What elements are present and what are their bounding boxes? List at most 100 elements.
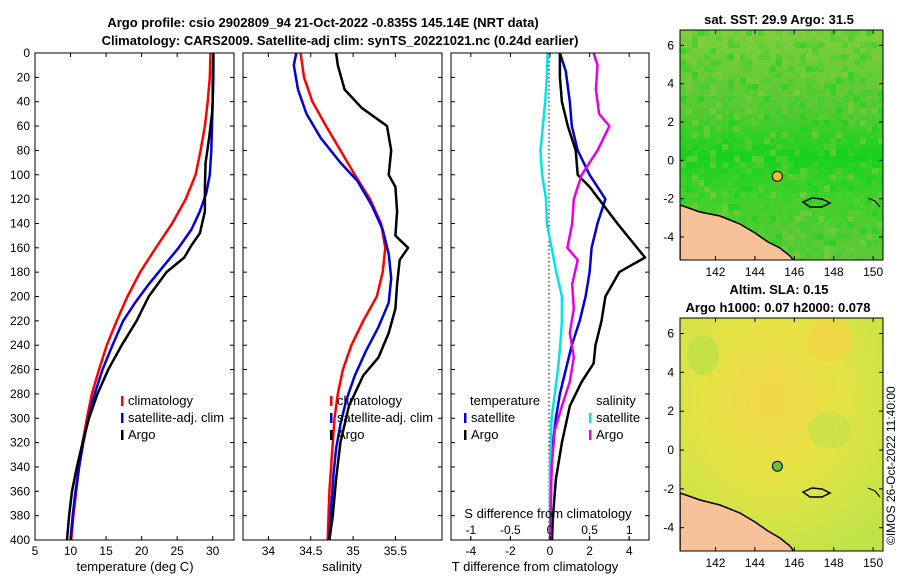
sst-pixel	[686, 150, 692, 156]
sst-pixel	[680, 72, 686, 78]
map-x-tick-label: 144	[745, 265, 765, 279]
sla-tick-group: 142 144 146 148 150 -4 -2 0 2 4 6	[663, 318, 883, 570]
sst-pixel	[692, 42, 698, 48]
sst-pixel	[830, 72, 836, 78]
sst-pixel	[812, 42, 818, 48]
sst-pixel	[776, 60, 782, 66]
sst-pixel	[812, 90, 818, 96]
sst-pixel	[788, 174, 794, 180]
sst-pixel	[872, 72, 878, 78]
sst-pixel	[680, 162, 686, 168]
sst-pixel	[698, 60, 704, 66]
sst-pixel	[818, 216, 824, 222]
sst-pixel	[728, 120, 734, 126]
sst-pixel	[722, 102, 728, 108]
sst-pixel	[788, 216, 794, 222]
sla-coastline-small	[867, 487, 881, 498]
sst-pixel	[692, 132, 698, 138]
sst-pixel	[722, 204, 728, 210]
sst-pixel	[860, 162, 866, 168]
sst-pixel	[800, 222, 806, 228]
map-x-tick-label: 146	[784, 556, 804, 570]
sst-pixel	[794, 180, 800, 186]
sst-pixel	[854, 114, 860, 120]
sst-pixel	[794, 174, 800, 180]
sst-pixel	[842, 78, 848, 84]
sst-pixel	[830, 258, 836, 260]
sst-pixel	[728, 96, 734, 102]
sst-pixel	[734, 54, 740, 60]
sst-pixel	[818, 66, 824, 72]
sst-pixel	[872, 126, 878, 132]
sst-pixel	[764, 54, 770, 60]
sst-pixel	[734, 114, 740, 120]
sst-pixel	[680, 180, 686, 186]
sst-pixel	[740, 192, 746, 198]
y-tick-label: 400	[10, 533, 30, 547]
sst-pixel	[740, 60, 746, 66]
sst-pixel	[794, 204, 800, 210]
sst-pixel	[764, 138, 770, 144]
sst-pixel	[812, 252, 818, 258]
sst-pixel	[800, 240, 806, 246]
sst-pixel	[782, 42, 788, 48]
sst-pixel	[698, 168, 704, 174]
sst-pixel	[734, 72, 740, 78]
sst-pixel	[818, 108, 824, 114]
difference-xlabel-top: S difference from climatology	[464, 506, 632, 521]
legend-swatch-s-satellite	[589, 413, 592, 423]
sst-pixel	[722, 126, 728, 132]
sst-pixel	[776, 240, 782, 246]
temperature-tick-group: 0 20 40 60 80 100 120 140 160 180 200 220 240 260 280 3…	[10, 46, 234, 558]
sst-pixel	[776, 168, 782, 174]
sst-pixel	[806, 240, 812, 246]
y-tick-label: 20	[17, 70, 31, 84]
sst-pixel	[734, 192, 740, 198]
sst-pixel	[854, 210, 860, 216]
sst-pixel	[818, 36, 824, 42]
sst-pixel	[782, 168, 788, 174]
sst-pixel	[872, 168, 878, 174]
sst-pixel	[860, 222, 866, 228]
sst-pixel	[878, 84, 883, 90]
sst-pixel	[782, 234, 788, 240]
sst-pixel	[776, 120, 782, 126]
sst-pixel	[854, 144, 860, 150]
legend-title-salinity: salinity	[596, 393, 636, 408]
sla-map-frame	[679, 317, 884, 552]
map-y-tick-label: 4	[667, 365, 674, 379]
sst-pixel	[806, 54, 812, 60]
salinity-xlabel: salinity	[322, 559, 362, 574]
sst-pixel	[824, 186, 830, 192]
x-tick-label: 35	[346, 544, 360, 558]
map-y-tick-label: 0	[667, 443, 674, 457]
sst-pixel	[704, 144, 710, 150]
sst-pixel	[770, 168, 776, 174]
sst-pixel	[794, 42, 800, 48]
sst-pixel	[848, 102, 854, 108]
series-line-satellite-adj-clim	[292, 52, 393, 541]
sst-pixel	[734, 120, 740, 126]
sst-pixel	[770, 240, 776, 246]
sst-pixel	[854, 180, 860, 186]
sst-pixel	[800, 102, 806, 108]
sst-pixel	[746, 186, 752, 192]
sst-pixel	[878, 198, 883, 204]
map-y-tick-label: 4	[667, 77, 674, 91]
sst-pixel	[848, 216, 854, 222]
map-y-tick-label: 0	[667, 153, 674, 167]
difference-tick-group: -4 -2 0 2 4 -1 -0.5 0 0.5 1	[451, 52, 649, 558]
sst-pixel	[698, 30, 704, 36]
sst-pixel	[878, 102, 883, 108]
sst-pixel	[710, 66, 716, 72]
sst-pixel	[728, 72, 734, 78]
sst-pixel	[758, 156, 764, 162]
x-top-tick-label: 1	[626, 523, 633, 537]
sst-pixel	[740, 186, 746, 192]
sst-pixel	[836, 90, 842, 96]
sst-pixel	[812, 168, 818, 174]
sst-pixel	[878, 138, 883, 144]
sst-pixel	[692, 120, 698, 126]
sst-pixel	[746, 96, 752, 102]
sst-pixel	[848, 90, 854, 96]
